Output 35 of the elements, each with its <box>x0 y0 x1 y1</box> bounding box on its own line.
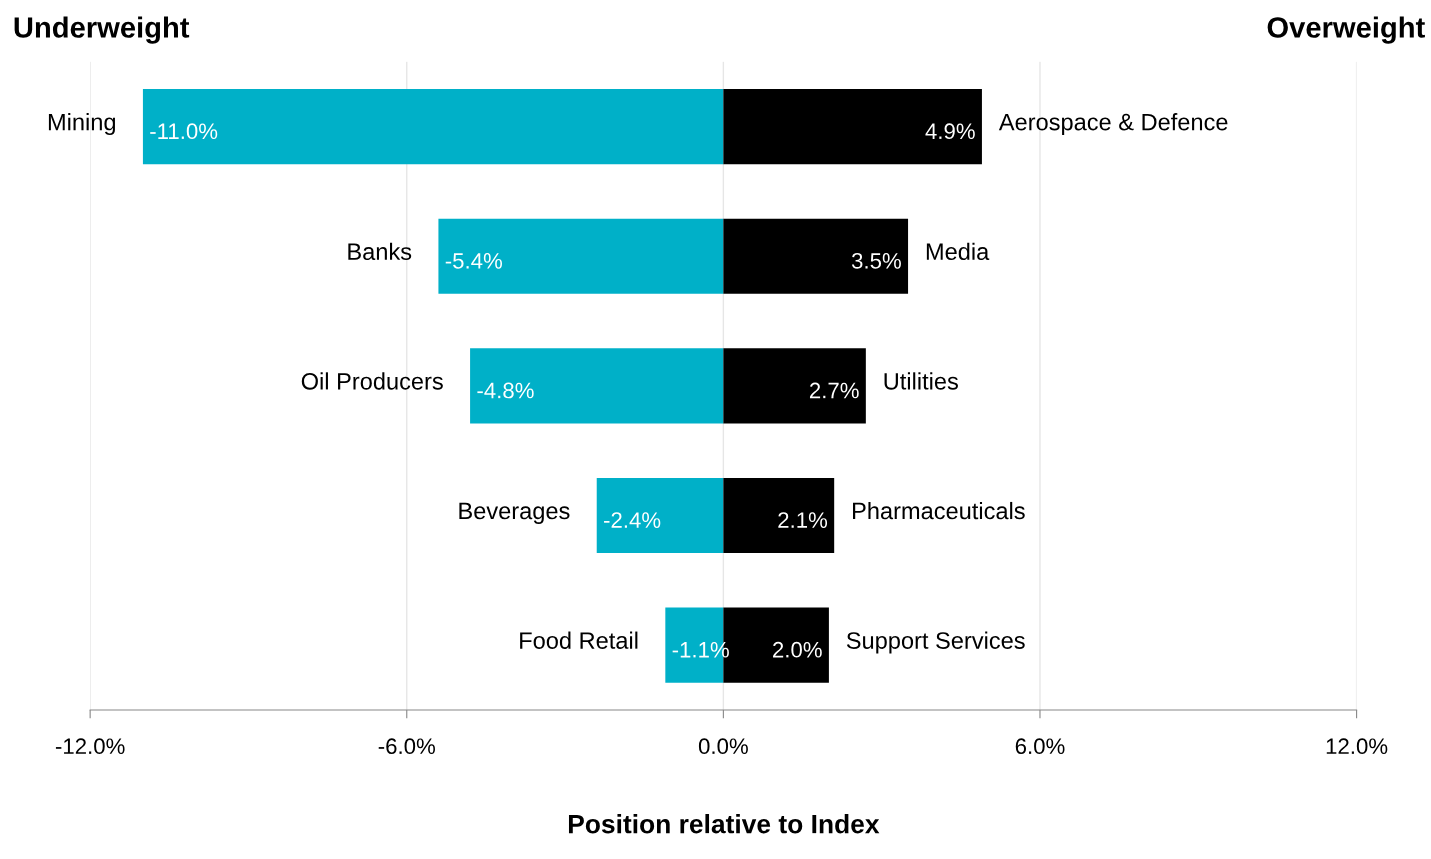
y-tick-label: Oil Producers <box>301 372 443 390</box>
y-tick-label: Beverages <box>459 502 570 524</box>
x-tick-label: -6.0% <box>378 738 435 755</box>
bar <box>470 348 724 424</box>
bar <box>438 218 724 294</box>
bar <box>723 348 866 424</box>
annotation: Media <box>926 242 990 261</box>
x-tick-label: 0.0% <box>698 738 748 755</box>
data-label: -2.4% <box>604 512 661 528</box>
annotation: Support Services <box>846 631 1025 654</box>
annotation: Utilities <box>884 372 958 390</box>
annotation: Aerospace & Defence <box>998 113 1228 136</box>
y-tick-label: Banks <box>348 242 412 261</box>
data-label: 4.9% <box>925 123 975 140</box>
bar <box>723 477 835 554</box>
x-tick-label: 6.0% <box>1015 738 1065 755</box>
data-label: 3.5% <box>851 252 901 269</box>
x-tick-label: 12.0% <box>1326 738 1388 755</box>
data-label: -11.0% <box>150 123 218 140</box>
y-tick-label: Mining <box>48 113 116 136</box>
y-tick-label: Food Retail <box>520 631 638 649</box>
data-label: -5.4% <box>445 253 503 269</box>
bar <box>142 89 724 165</box>
text: Underweight <box>14 16 190 44</box>
data-label: 2.7% <box>809 382 859 399</box>
text: Overweight <box>1267 16 1425 44</box>
data-label: 2.0% <box>773 641 822 658</box>
bar <box>596 477 724 554</box>
x-axis-title: Position relative to Index <box>568 814 880 834</box>
annotation: Pharmaceuticals <box>853 501 1025 520</box>
x-tick-label: -12.0% <box>55 738 125 755</box>
data-label: -4.8% <box>477 382 534 399</box>
data-label: 2.1% <box>778 512 828 528</box>
bar <box>723 218 909 294</box>
bar <box>723 89 982 165</box>
